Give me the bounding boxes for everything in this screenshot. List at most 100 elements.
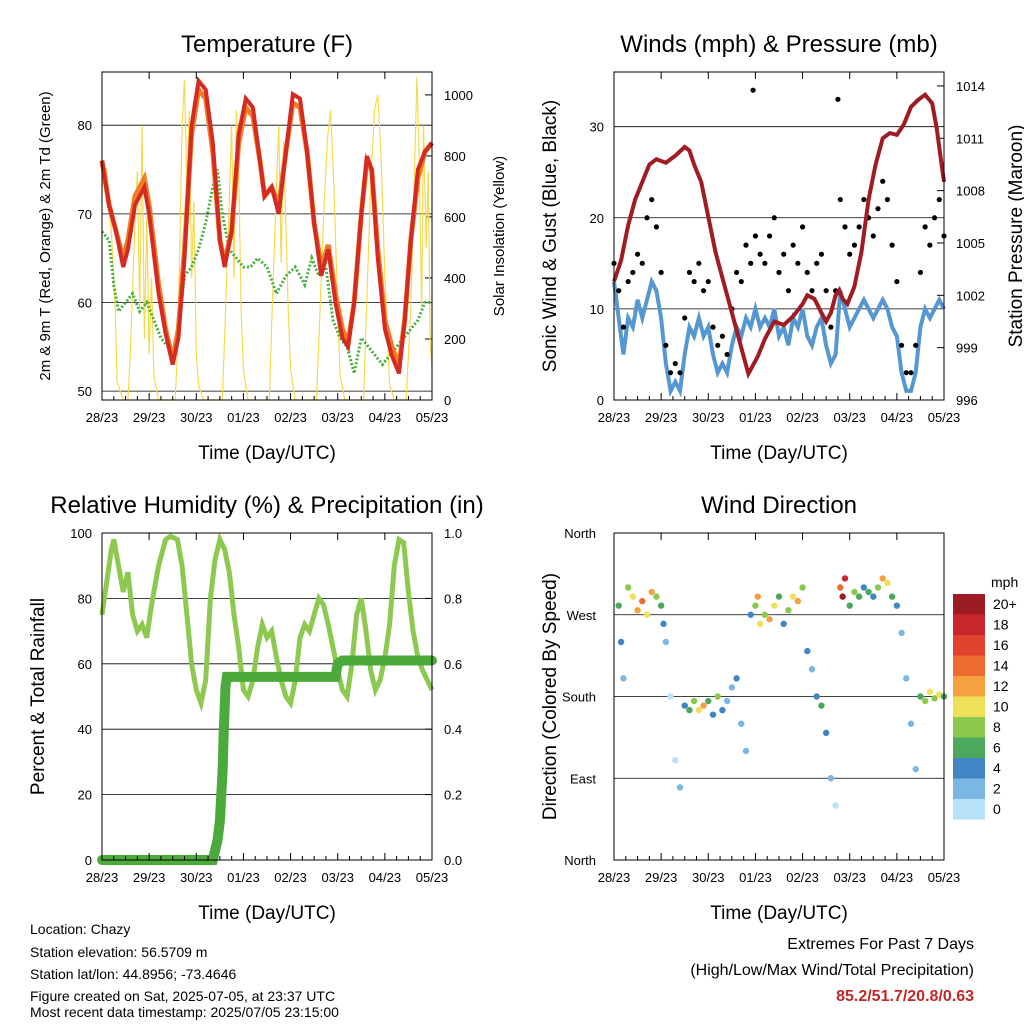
direction-point-29 [742, 747, 750, 755]
gust-point-50 [837, 196, 843, 203]
x-axis-label-temp: Time (Day/UTC) [198, 443, 336, 464]
gust-point-43 [809, 288, 815, 294]
legend-swatch-8 [953, 758, 985, 779]
direction-point-35 [766, 616, 773, 623]
direction-point-69 [921, 697, 929, 705]
direction-point-42 [799, 584, 806, 591]
x-tick-label-wind-3: 01/23 [739, 410, 772, 425]
station-elevation-text: Station elevation: 56.5709 m [30, 944, 208, 960]
gust-point-38 [785, 288, 792, 294]
gust-point-60 [884, 196, 891, 203]
x-tick-label-dir-7: 05/23 [928, 870, 961, 885]
x-tick-label-wind-4: 02/23 [786, 410, 819, 425]
direction-point-47 [822, 729, 830, 737]
direction-point-49 [832, 802, 839, 809]
dewpoint-line [100, 169, 432, 374]
direction-point-62 [888, 593, 896, 600]
legend-swatch-6 [953, 717, 985, 738]
direction-point-50 [837, 584, 844, 591]
gust-point-46 [823, 288, 829, 294]
gust-point-53 [851, 242, 858, 248]
extremes-heading: Extremes For Past 7 Days [787, 936, 974, 953]
y-right-tick-label-wind-1: 999 [956, 341, 978, 356]
direction-point-65 [903, 675, 910, 682]
x-tick-label-rh-1: 29/23 [133, 870, 166, 885]
direction-point-39 [785, 607, 792, 614]
gust-point-52 [847, 251, 853, 257]
gust-point-6 [639, 260, 645, 266]
legend-swatch-0 [953, 594, 985, 615]
gust-point-69 [927, 242, 933, 248]
direction-point-25 [723, 697, 731, 705]
x-tick-label-temp-5: 03/23 [321, 410, 354, 425]
x-tick-label-temp-6: 04/23 [369, 410, 402, 425]
gust-point-2 [620, 324, 627, 330]
direction-point-38 [780, 620, 787, 628]
direction-point-27 [733, 675, 740, 682]
legend-swatch-2 [953, 635, 985, 656]
gust-point-8 [649, 196, 655, 203]
gust-point-18 [696, 260, 702, 266]
legend-swatch-9 [953, 778, 985, 799]
gust-point-61 [889, 242, 895, 248]
y-right-tick-label-temp-4: 800 [444, 149, 466, 164]
y-right-tick-label-temp-3: 600 [444, 210, 466, 225]
y-axis-label-temp: 2m & 9m T (Red, Orange) & 2m Td (Green) [37, 91, 54, 380]
gust-point-57 [870, 233, 876, 239]
chart-title-rh: Relative Humidity (%) & Precipitation (i… [50, 492, 483, 519]
direction-point-48 [827, 775, 835, 782]
gust-point-36 [776, 269, 782, 276]
sonic-wind-line [612, 276, 946, 398]
legend-label-10: 0 [993, 801, 1001, 817]
direction-point-0 [615, 602, 622, 609]
direction-point-20 [700, 702, 707, 709]
gust-point-33 [762, 260, 768, 266]
direction-point-21 [705, 697, 712, 705]
gust-point-58 [875, 206, 881, 212]
direction-point-71 [931, 695, 938, 702]
y-right-axis-label-wind: Station Pressure (Maroon) [1006, 125, 1024, 348]
gust-point-49 [835, 96, 841, 102]
y-tick-label-rh-2: 40 [78, 722, 92, 737]
direction-point-53 [846, 602, 853, 609]
solar-insolation-line [101, 76, 433, 401]
direction-point-58 [870, 593, 877, 600]
extremes-values: 85.2/51.7/20.8/0.63 [836, 988, 974, 1005]
direction-point-40 [789, 593, 797, 600]
plot-frame-temp [101, 71, 433, 401]
gust-point-34 [766, 233, 773, 239]
y-tick-label-temp-2: 70 [78, 207, 92, 222]
y-right-tick-label-wind-3: 1005 [956, 236, 985, 251]
gust-point-21 [710, 324, 716, 330]
direction-point-70 [926, 688, 934, 696]
legend-swatch-1 [953, 614, 985, 635]
x-axis-label-rh: Time (Day/UTC) [198, 903, 336, 924]
direction-point-12 [662, 638, 670, 646]
gust-point-70 [931, 215, 938, 221]
gust-point-47 [828, 324, 834, 330]
y-right-tick-label-wind-5: 1011 [956, 131, 984, 146]
x-tick-label-rh-3: 01/23 [227, 870, 260, 885]
x-tick-label-rh-5: 03/23 [321, 870, 354, 885]
legend-swatch-10 [953, 799, 985, 820]
gust-point-66 [913, 342, 919, 348]
gust-point-22 [715, 342, 721, 348]
gust-point-29 [748, 260, 754, 266]
gust-point-13 [672, 360, 678, 367]
y-tick-label-wind-2: 20 [590, 211, 604, 226]
legend-label-2: 16 [993, 637, 1009, 653]
legend-swatch-7 [953, 737, 985, 758]
direction-point-63 [893, 602, 901, 609]
direction-point-11 [660, 620, 667, 628]
gust-point-68 [922, 224, 928, 230]
direction-point-51 [839, 593, 846, 600]
y-tick-label-rh-5: 100 [70, 526, 92, 541]
gust-point-30 [750, 87, 756, 93]
x-tick-label-temp-3: 01/23 [227, 410, 260, 425]
direction-point-41 [794, 597, 802, 605]
gust-point-20 [705, 278, 711, 285]
direction-point-9 [653, 593, 660, 600]
total-precipitation-line [97, 655, 437, 865]
x-tick-label-temp-0: 28/23 [86, 410, 119, 425]
